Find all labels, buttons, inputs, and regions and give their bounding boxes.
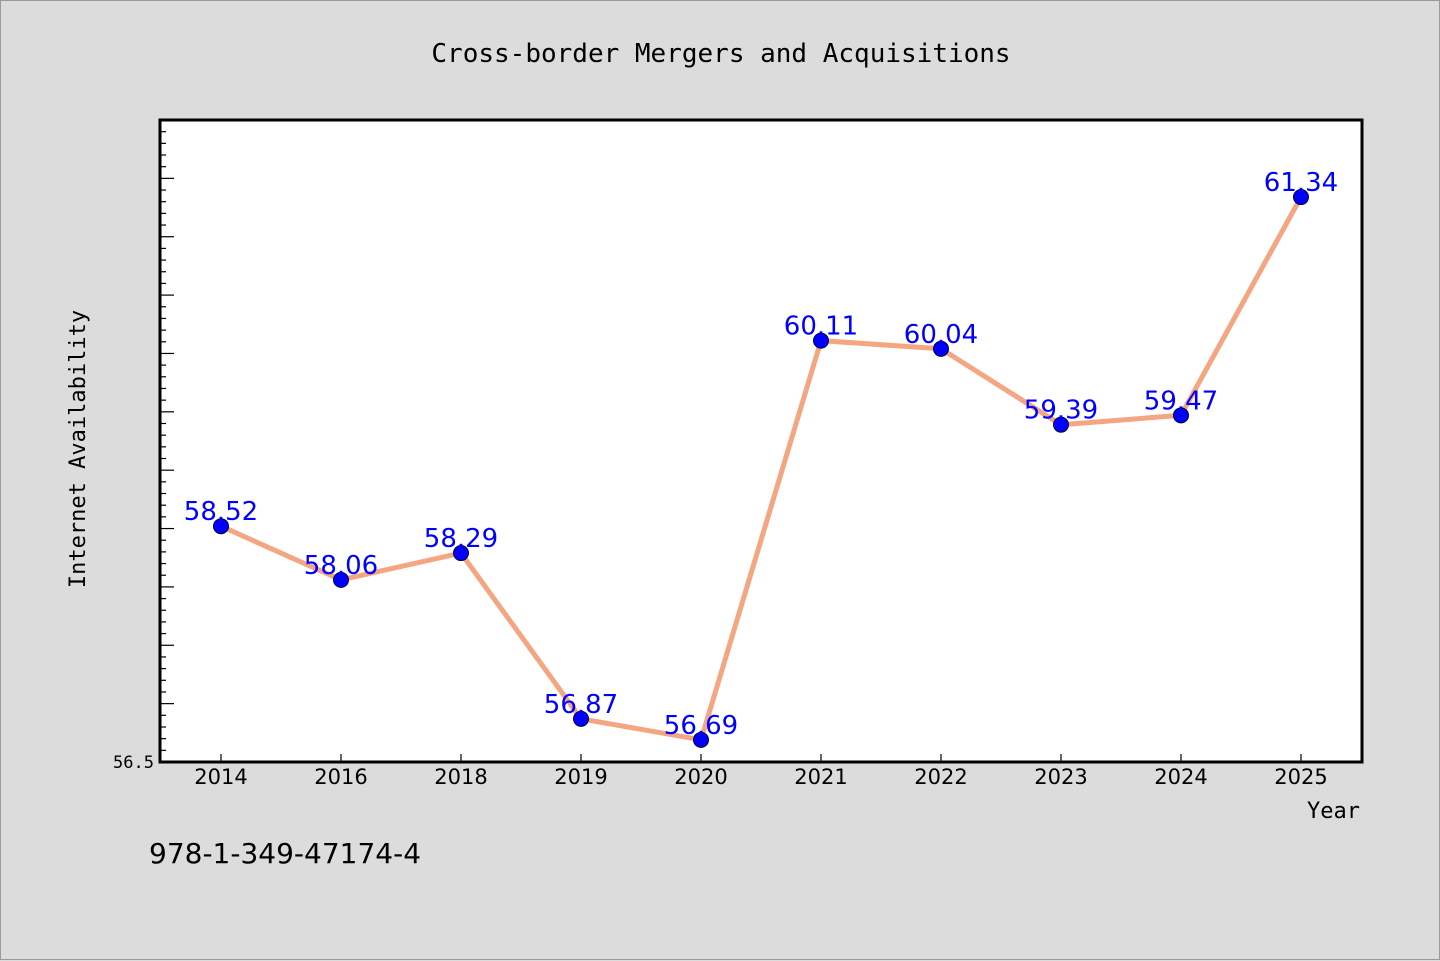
series-line bbox=[219, 195, 1304, 743]
data-labels: 58.52 58.06 58.29 56.87 56.69 60.11 60.04 59.39… bbox=[184, 168, 1338, 741]
data-label: 56.87 bbox=[544, 690, 618, 720]
plot-area bbox=[158, 118, 1364, 764]
y-axis-ticks bbox=[160, 119, 174, 763]
data-label: 58.06 bbox=[304, 551, 378, 581]
x-tick-label: 2018 bbox=[434, 765, 487, 789]
x-tick-label: 2023 bbox=[1034, 765, 1087, 789]
data-markers bbox=[213, 189, 1309, 748]
data-point-marker bbox=[213, 518, 229, 535]
chart-title: Cross-border Mergers and Acquisitions bbox=[431, 39, 1010, 69]
y-axis-label: Internet Availability bbox=[66, 310, 91, 588]
isbn-label: 978-1-349-47174-4 bbox=[149, 837, 421, 870]
x-tick-label: 2024 bbox=[1154, 765, 1207, 789]
x-axis-label: Year bbox=[1307, 799, 1360, 824]
data-point-marker bbox=[1053, 416, 1069, 433]
y-tick-label: 56.5 bbox=[113, 753, 154, 773]
data-label: 58.52 bbox=[184, 497, 258, 527]
x-tick-label: 2022 bbox=[914, 765, 967, 789]
x-tick-label: 2025 bbox=[1274, 765, 1327, 789]
x-tick-label: 2021 bbox=[794, 765, 847, 789]
data-label: 59.39 bbox=[1024, 396, 1098, 426]
data-point-marker bbox=[1173, 407, 1189, 424]
data-point-marker bbox=[453, 545, 469, 562]
x-tick-label: 2014 bbox=[194, 765, 247, 789]
data-point-marker bbox=[1293, 189, 1309, 206]
data-label: 60.11 bbox=[784, 312, 858, 342]
data-label: 58.29 bbox=[424, 524, 498, 554]
data-point-marker bbox=[333, 571, 349, 588]
data-point-marker bbox=[813, 332, 829, 349]
data-point-marker bbox=[573, 710, 589, 727]
data-point-marker bbox=[933, 340, 949, 357]
x-tick-label: 2019 bbox=[554, 765, 607, 789]
x-axis-ticks bbox=[220, 754, 1302, 762]
data-label: 59.47 bbox=[1144, 386, 1218, 416]
x-tick-label: 2016 bbox=[314, 765, 367, 789]
data-label: 61.34 bbox=[1264, 168, 1338, 198]
data-point-marker bbox=[693, 731, 709, 748]
data-label: 60.04 bbox=[904, 320, 978, 350]
data-label: 56.69 bbox=[664, 711, 738, 741]
x-tick-label: 2020 bbox=[674, 765, 727, 789]
x-tick-labels: 2014 2016 2018 2019 2020 2021 2022 2023 2024 2025 bbox=[194, 765, 1327, 789]
